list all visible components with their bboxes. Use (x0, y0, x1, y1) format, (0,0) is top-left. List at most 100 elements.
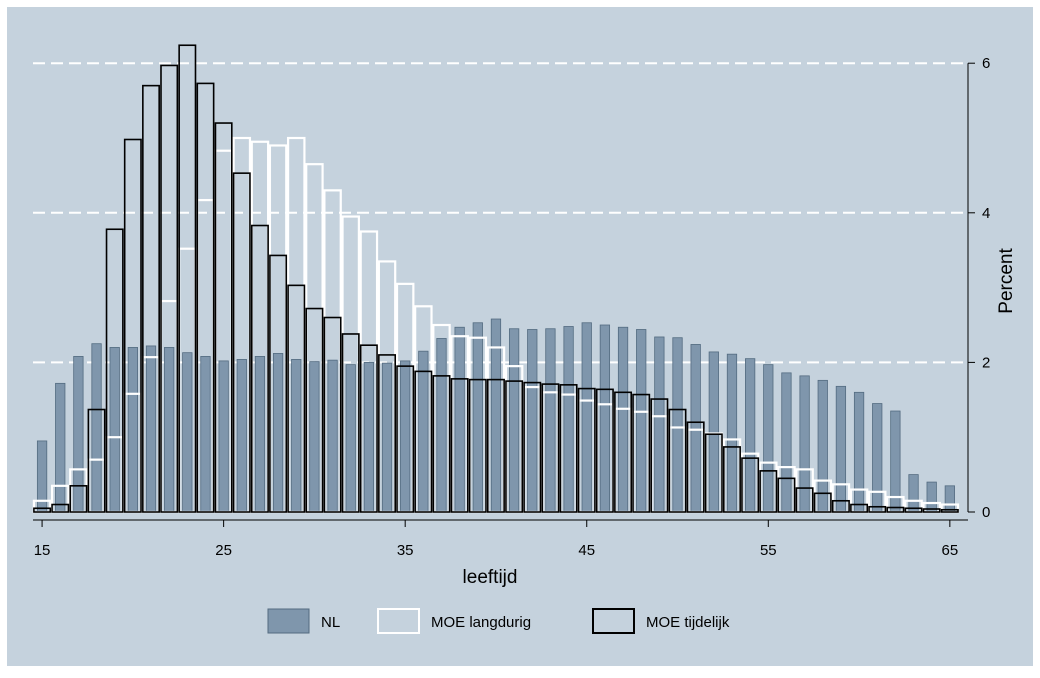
bar-moe-tijdelijk-39 (468, 378, 487, 513)
legend-label-nl: NL (321, 614, 340, 631)
bar-nl-20 (127, 347, 138, 513)
bar-moe-tijdelijk-25 (214, 122, 233, 513)
bar-moe-tijdelijk-56 (777, 477, 796, 513)
bar-moe-tijdelijk-38 (450, 378, 469, 513)
bar-moe-tijdelijk-47 (614, 391, 633, 513)
bar-nl-29 (291, 359, 302, 513)
bar-moe-tijdelijk-32 (341, 333, 360, 513)
legend-label-moe-langdurig: MOE langdurig (431, 614, 531, 631)
bar-nl-38 (454, 326, 465, 513)
bar-moe-tijdelijk-60 (850, 503, 869, 513)
bar-nl-33 (363, 361, 374, 513)
bar-moe-tijdelijk-53 (723, 446, 741, 513)
bar-moe-tijdelijk-65 (940, 508, 959, 513)
bar-moe-tijdelijk-34 (378, 354, 396, 513)
bar-nl-22 (164, 347, 175, 513)
bar-moe-tijdelijk-52 (704, 433, 723, 513)
bar-moe-tijdelijk-37 (432, 375, 451, 513)
bar-moe-tijdelijk-44 (559, 384, 578, 513)
bar-moe-tijdelijk-28 (269, 254, 288, 513)
bar-nl-64 (926, 481, 937, 513)
bar-nl-45 (581, 322, 592, 513)
bar-moe-tijdelijk-61 (868, 505, 887, 513)
bar-moe-tijdelijk-63 (904, 507, 923, 513)
bar-moe-tijdelijk-29 (287, 284, 306, 513)
legend-swatch-moe-langdurig (377, 608, 420, 634)
bar-moe-tijdelijk-21 (142, 84, 160, 513)
bar-moe-tijdelijk-54 (741, 457, 760, 513)
bar-nl-30 (309, 361, 320, 513)
legend: NL MOE langdurig MOE tijdelijk (267, 608, 730, 634)
bar-nl-60 (853, 391, 865, 513)
bar-nl-49 (654, 336, 665, 513)
legend-swatch-nl (267, 608, 310, 634)
bar-moe-tijdelijk-62 (886, 506, 905, 513)
bar-nl-63 (908, 474, 919, 513)
bar-nl-54 (745, 358, 756, 513)
x-tick-label-35: 35 (397, 542, 414, 559)
bar-moe-tijdelijk-19 (105, 228, 124, 513)
bar-moe-tijdelijk-45 (577, 387, 596, 513)
bar-nl-19 (109, 347, 120, 513)
bar-nl-27 (254, 356, 266, 513)
bar-nl-18 (91, 343, 102, 513)
bar-moe-tijdelijk-43 (541, 383, 560, 513)
bar-nl-51 (690, 344, 701, 513)
bar-moe-tijdelijk-16 (51, 503, 70, 513)
bar-nl-44 (563, 326, 574, 513)
bar-moe-tijdelijk-42 (523, 381, 542, 513)
axes (33, 63, 969, 521)
y-tick-label-4: 4 (982, 205, 990, 222)
bar-nl-26 (236, 359, 247, 513)
bar-moe-tijdelijk-55 (759, 470, 778, 513)
y-tick-label-0: 0 (982, 504, 990, 521)
bar-nl-24 (200, 356, 211, 513)
bar-moe-tijdelijk-24 (196, 82, 215, 513)
bar-nl-59 (835, 385, 847, 513)
bar-nl-43 (545, 328, 556, 513)
bar-moe-tijdelijk-31 (323, 316, 342, 513)
bar-nl-50 (672, 337, 683, 513)
bar-nl-56 (781, 372, 792, 513)
bar-nl-47 (617, 326, 629, 513)
bar-nl-42 (527, 329, 538, 513)
bar-moe-tijdelijk-23 (178, 44, 197, 513)
bar-nl-36 (418, 350, 429, 513)
bar-nl-34 (381, 362, 393, 513)
bar-nl-46 (599, 324, 611, 513)
bar-moe-tijdelijk-49 (650, 398, 669, 513)
x-tick-label-15: 15 (34, 542, 51, 559)
bar-nl-35 (400, 360, 411, 513)
bar-moe-tijdelijk-36 (414, 370, 433, 513)
series-moe-tijdelijk-bars (33, 44, 959, 513)
bar-nl-65 (944, 485, 955, 513)
bar-moe-tijdelijk-48 (632, 393, 651, 513)
bar-moe-tijdelijk-59 (831, 499, 850, 513)
bar-nl-57 (799, 375, 810, 513)
y-tick-label-2: 2 (982, 354, 990, 371)
bar-moe-tijdelijk-50 (668, 408, 687, 513)
bar-nl-21 (145, 345, 157, 513)
bar-moe-tijdelijk-17 (69, 485, 88, 513)
bar-nl-16 (55, 382, 66, 513)
bar-nl-48 (636, 329, 647, 513)
bar-nl-32 (345, 364, 356, 513)
bar-moe-tijdelijk-40 (486, 378, 505, 513)
bar-nl-31 (327, 359, 338, 513)
bar-nl-53 (726, 353, 738, 513)
bar-nl-61 (872, 403, 883, 513)
bar-nl-17 (73, 356, 84, 513)
bar-moe-tijdelijk-51 (686, 421, 705, 513)
bar-moe-tijdelijk-26 (232, 172, 251, 513)
bar-moe-tijdelijk-22 (160, 64, 179, 513)
bar-nl-58 (817, 379, 828, 513)
legend-swatch-moe-tijdelijk (592, 608, 635, 634)
x-axis-ticks: 15 25 35 45 55 65 (34, 520, 958, 559)
bar-moe-tijdelijk-46 (595, 388, 614, 513)
x-tick-label-65: 65 (942, 542, 959, 559)
bar-moe-tijdelijk-64 (922, 508, 941, 513)
x-tick-label-45: 45 (578, 542, 595, 559)
bar-nl-41 (508, 328, 520, 513)
